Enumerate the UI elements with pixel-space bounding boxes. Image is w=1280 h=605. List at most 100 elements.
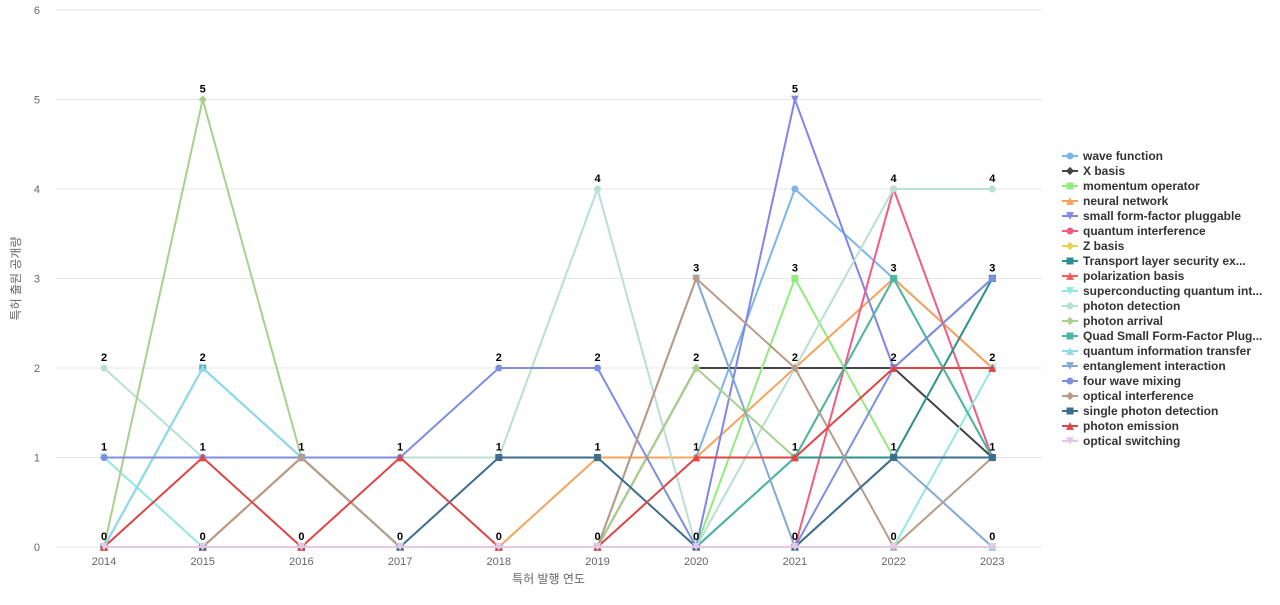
x-tick-label: 2015 [190, 556, 214, 568]
data-label: 0 [989, 531, 995, 543]
legend-item[interactable]: photon arrival [1062, 314, 1163, 328]
legend-label: photon arrival [1083, 314, 1163, 328]
data-point [198, 453, 207, 462]
x-axis-title: 특허 발행 연도 [512, 571, 585, 586]
legend-marker [1065, 391, 1075, 401]
y-tick-label: 6 [34, 5, 40, 17]
legend-item[interactable]: optical switching [1062, 434, 1180, 448]
legend-marker [1066, 407, 1074, 415]
x-tick-label: 2017 [388, 556, 412, 568]
legend-label: quantum information transfer [1083, 344, 1251, 358]
data-point [988, 185, 996, 193]
legend-marker [1066, 422, 1074, 430]
y-axis: 0 1 2 3 4 5 6 [34, 5, 40, 554]
x-tick-label: 2018 [487, 556, 511, 568]
data-label: 0 [891, 531, 897, 543]
legend-item[interactable]: wave function [1062, 149, 1163, 163]
x-tick-label: 2014 [92, 556, 116, 568]
data-label: 2 [693, 352, 699, 364]
legend-marker [1066, 152, 1074, 160]
legend-item[interactable]: photon emission [1062, 419, 1179, 433]
series-line [103, 277, 994, 548]
legend-label: Transport layer security ex... [1083, 254, 1246, 268]
series-layer [99, 95, 997, 552]
data-point [692, 274, 701, 283]
legend-label: Quad Small Form-Factor Plug... [1083, 329, 1262, 343]
legend-item[interactable]: optical interference [1062, 389, 1194, 403]
data-point [692, 363, 701, 373]
legend-label: Z basis [1083, 239, 1125, 253]
data-point [594, 454, 601, 461]
data-point [791, 185, 799, 193]
data-label: 0 [594, 531, 600, 543]
series-line [103, 277, 994, 548]
legend-label: momentum operator [1083, 179, 1200, 193]
x-tick-label: 2022 [881, 556, 905, 568]
legend-item[interactable]: Quad Small Form-Factor Plug... [1062, 329, 1262, 343]
legend-item[interactable]: neural network [1062, 194, 1169, 208]
legend-item[interactable]: quantum information transfer [1062, 344, 1251, 358]
data-point [494, 543, 503, 551]
data-label: 4 [594, 173, 601, 185]
legend-item[interactable]: small form-factor pluggable [1062, 209, 1241, 223]
data-label: 1 [693, 442, 699, 454]
data-label: 0 [496, 531, 502, 543]
legend-label: polarization basis [1083, 269, 1185, 283]
legend-label: small form-factor pluggable [1083, 209, 1241, 223]
data-label: 5 [792, 84, 798, 96]
legend-item[interactable]: X basis [1062, 164, 1125, 178]
x-tick-label: 2020 [684, 556, 708, 568]
legend-item[interactable]: Transport layer security ex... [1062, 254, 1246, 268]
data-label: 4 [891, 173, 898, 185]
legend-item[interactable]: four wave mixing [1062, 374, 1181, 388]
data-label: 4 [989, 173, 996, 185]
legend-label: quantum interference [1083, 224, 1206, 238]
series-entanglement-interaction [100, 274, 997, 551]
x-tick-label: 2019 [585, 556, 609, 568]
y-tick-label: 0 [34, 542, 40, 554]
data-label: 1 [989, 442, 995, 454]
data-label: 1 [496, 442, 502, 454]
legend-item[interactable]: polarization basis [1062, 269, 1185, 283]
legend-marker [1065, 241, 1075, 251]
legend-item[interactable]: superconducting quantum int... [1062, 284, 1262, 298]
data-point [890, 454, 898, 461]
legend-item[interactable]: single photon detection [1062, 404, 1218, 418]
series-neural-network [100, 274, 997, 551]
legend-label: wave function [1082, 149, 1163, 163]
legend-label: optical interference [1083, 389, 1194, 403]
data-point [890, 275, 898, 282]
legend-label: neural network [1083, 194, 1169, 208]
x-tick-label: 2016 [289, 556, 313, 568]
data-point [396, 453, 404, 462]
legend-marker [1066, 362, 1074, 370]
data-point [988, 364, 997, 372]
data-point [889, 364, 898, 372]
data-point [100, 454, 108, 461]
series-line [103, 277, 994, 548]
series-transport-layer-security-ex [100, 275, 996, 551]
data-label: 0 [792, 531, 798, 543]
series-four-wave-mixing [100, 275, 996, 551]
legend-item[interactable]: Z basis [1062, 239, 1125, 253]
legend-marker [1066, 197, 1074, 205]
data-point [594, 364, 601, 372]
legend-item[interactable]: momentum operator [1062, 179, 1200, 193]
legend-marker [1066, 302, 1074, 310]
legend-item[interactable]: photon detection [1062, 299, 1180, 313]
data-point [791, 543, 799, 551]
series-optical-interference [99, 274, 997, 552]
data-label: 0 [101, 531, 107, 543]
legend-item[interactable]: entanglement interaction [1062, 359, 1226, 373]
series-optical-switching [100, 543, 997, 551]
data-label: 1 [298, 442, 304, 454]
data-label: 2 [101, 352, 107, 364]
legend-marker [1066, 332, 1074, 340]
data-point [791, 275, 799, 282]
y-tick-label: 1 [34, 453, 40, 465]
data-point [988, 543, 997, 551]
data-label: 2 [891, 352, 897, 364]
legend-item[interactable]: quantum interference [1062, 224, 1206, 238]
